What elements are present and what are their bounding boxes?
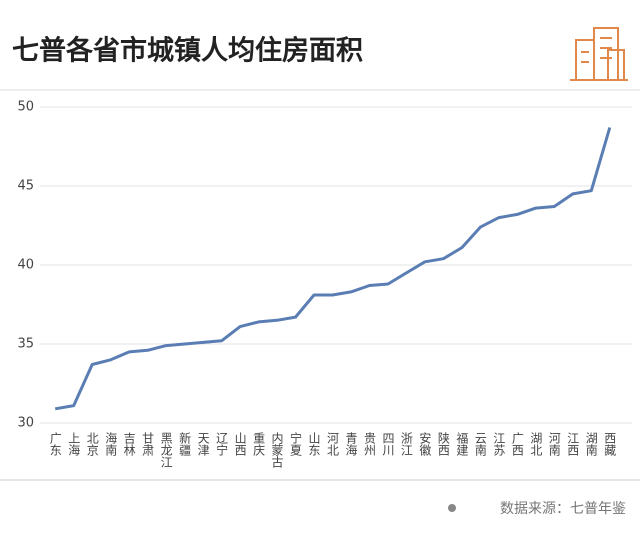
- x-tick-label: 四川: [381, 432, 395, 456]
- x-tick-label: 河南: [547, 432, 561, 456]
- source-dot: [448, 504, 456, 512]
- x-tick-label: 重庆: [252, 432, 266, 456]
- x-tick-label: 天津: [196, 432, 210, 456]
- x-tick-label: 陕西: [436, 431, 450, 456]
- building-icon: [570, 27, 628, 81]
- x-tick-label: 西藏: [603, 432, 617, 457]
- x-tick-label: 江西: [566, 432, 580, 456]
- x-tick-label: 湖北: [529, 431, 543, 457]
- x-tick-label: 安徽: [418, 431, 432, 456]
- x-tick-label: 海南: [104, 431, 118, 456]
- line-series: [54, 127, 612, 411]
- x-tick-label: 北京: [85, 432, 99, 457]
- y-tick-label: 35: [17, 337, 34, 352]
- x-tick-label: 广西: [510, 432, 524, 456]
- x-tick-label: 吉林: [122, 432, 136, 456]
- x-tick-label: 辽宁: [215, 432, 229, 456]
- x-tick-label: 内蒙古: [270, 432, 284, 468]
- x-tick-label: 浙江: [399, 432, 413, 456]
- x-tick-label: 青海: [344, 432, 358, 456]
- x-tick-label: 河北: [326, 432, 340, 457]
- source: 数据来源：七普年鉴: [500, 501, 626, 517]
- x-tick-label: 福建: [455, 431, 469, 457]
- x-tick-label: 宁夏: [289, 431, 303, 456]
- x-tick-label: 贵州: [362, 432, 376, 456]
- x-tick-label: 黑龙江: [159, 432, 173, 468]
- x-tick-label: 云南: [473, 432, 487, 456]
- x-tick-label: 江苏: [492, 432, 506, 456]
- x-tick-label: 山东: [307, 432, 321, 456]
- x-tick-label: 甘肃: [141, 432, 155, 457]
- chart-title: 七普各省市城镇人均住房面积: [12, 35, 363, 67]
- x-tick-label: 上海: [67, 432, 81, 456]
- y-tick-label: 40: [17, 258, 34, 273]
- x-tick-label: 湖南: [584, 431, 598, 456]
- y-tick-label: 45: [17, 179, 34, 194]
- x-tick-label: 广东: [48, 432, 62, 456]
- x-tick-label: 新疆: [178, 431, 192, 456]
- x-tick-label: 山西: [233, 432, 247, 456]
- y-tick-label: 50: [17, 100, 34, 115]
- y-tick-label: 30: [17, 416, 34, 431]
